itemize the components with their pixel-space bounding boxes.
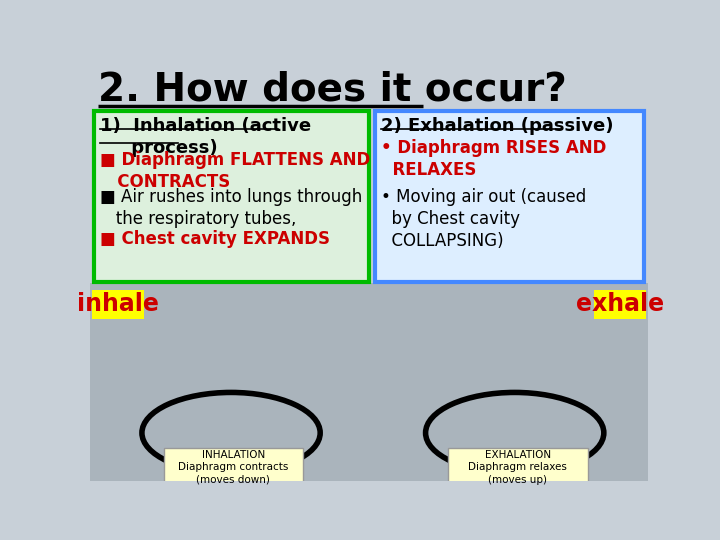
Text: INHALATION
Diaphragm contracts
(moves down): INHALATION Diaphragm contracts (moves do…	[178, 450, 289, 484]
FancyBboxPatch shape	[90, 284, 371, 481]
Text: ■ Diaphragm FLATTENS AND
   CONTRACTS: ■ Diaphragm FLATTENS AND CONTRACTS	[100, 151, 370, 191]
Text: 2) Exhalation (passive): 2) Exhalation (passive)	[382, 117, 614, 135]
FancyBboxPatch shape	[163, 448, 303, 482]
Text: • Diaphragm RISES AND
  RELAXES: • Diaphragm RISES AND RELAXES	[382, 139, 607, 179]
Text: 1)  Inhalation (active
     process): 1) Inhalation (active process)	[100, 117, 311, 157]
Text: inhale: inhale	[77, 292, 159, 316]
Text: ■ Chest cavity EXPANDS: ■ Chest cavity EXPANDS	[100, 231, 330, 248]
FancyBboxPatch shape	[371, 284, 648, 481]
FancyBboxPatch shape	[448, 448, 588, 482]
FancyBboxPatch shape	[375, 111, 644, 282]
Text: exhale: exhale	[576, 292, 664, 316]
Text: EXHALATION
Diaphragm relaxes
(moves up): EXHALATION Diaphragm relaxes (moves up)	[469, 450, 567, 484]
Text: • Moving air out (caused
  by Chest cavity
  COLLAPSING): • Moving air out (caused by Chest cavity…	[382, 188, 587, 251]
FancyBboxPatch shape	[594, 289, 647, 319]
Text: 2. How does it occur?: 2. How does it occur?	[98, 71, 567, 109]
FancyBboxPatch shape	[94, 111, 369, 282]
FancyBboxPatch shape	[91, 289, 144, 319]
Text: ■ Air rushes into lungs through
   the respiratory tubes,: ■ Air rushes into lungs through the resp…	[100, 188, 362, 228]
